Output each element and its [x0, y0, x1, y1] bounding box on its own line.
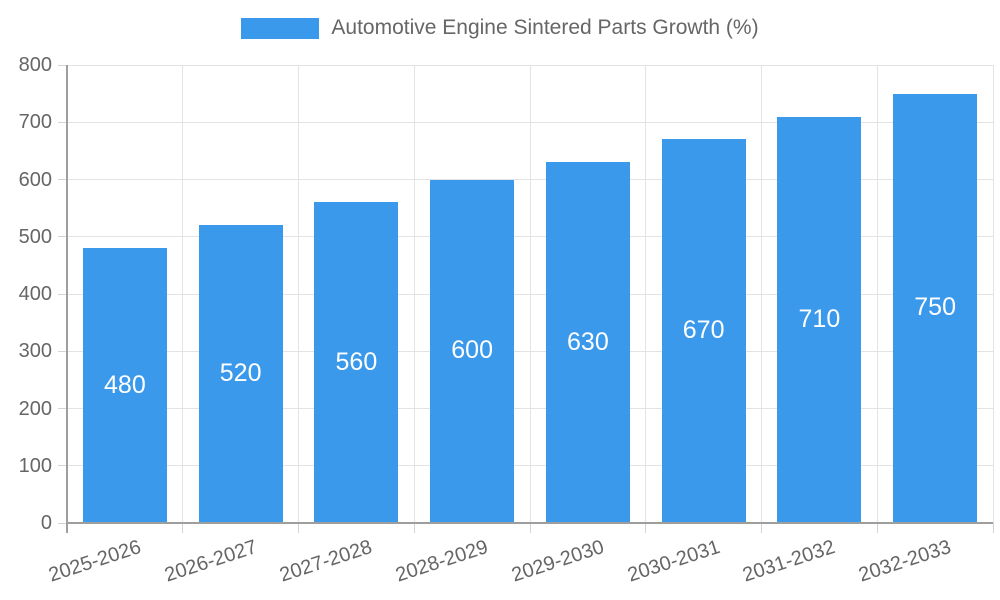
y-tick-mark	[58, 64, 67, 66]
y-tick-label: 500	[18, 225, 52, 248]
x-gridline	[992, 65, 994, 523]
x-gridline	[876, 65, 878, 523]
bar[interactable]: 560	[314, 202, 399, 522]
x-tick-mark	[761, 523, 762, 533]
x-gridline	[761, 65, 762, 523]
legend-swatch	[241, 17, 320, 39]
bar[interactable]: 710	[777, 116, 862, 522]
x-tick-label: 2029-2030	[508, 536, 607, 587]
bar[interactable]: 600	[430, 179, 515, 522]
bar-value-label: 600	[451, 336, 493, 365]
y-tick-mark	[58, 522, 67, 524]
x-gridline	[182, 65, 184, 523]
y-tick-label: 700	[18, 111, 52, 134]
bar[interactable]: 480	[82, 248, 167, 522]
x-gridline	[529, 65, 531, 523]
bar-value-label: 710	[798, 304, 841, 333]
bar[interactable]: 670	[661, 139, 746, 522]
x-tick-mark	[645, 523, 647, 533]
y-tick-mark	[58, 236, 67, 238]
x-tick-label: 2031-2032	[740, 536, 839, 587]
x-tick-label: 2026-2027	[161, 536, 260, 587]
y-tick-mark	[58, 408, 67, 409]
x-gridline	[645, 65, 647, 523]
y-tick-mark	[58, 179, 67, 180]
x-gridline	[298, 65, 299, 523]
y-tick-label: 800	[18, 54, 52, 76]
bar-value-label: 750	[914, 293, 956, 322]
y-tick-label: 300	[18, 340, 52, 363]
x-gridline	[413, 65, 415, 523]
y-tick-mark	[58, 293, 67, 295]
x-tick-mark	[992, 523, 994, 533]
bar-value-label: 560	[335, 347, 378, 376]
y-tick-mark	[58, 350, 67, 352]
x-tick-mark	[876, 523, 878, 533]
y-tick-label: 100	[18, 454, 52, 477]
x-tick-label: 2032-2033	[856, 536, 954, 587]
x-tick-label: 2030-2031	[624, 536, 723, 587]
bar-value-label: 480	[104, 370, 146, 399]
y-tick-label: 400	[18, 283, 52, 305]
x-tick-mark	[413, 523, 415, 533]
x-tick-label: 2027-2028	[277, 536, 376, 587]
bar[interactable]: 630	[545, 162, 630, 522]
x-tick-mark	[529, 523, 531, 533]
legend-label: Automotive Engine Sintered Parts Growth …	[331, 16, 759, 39]
x-tick-mark	[182, 523, 184, 533]
x-axis-line	[67, 522, 993, 524]
y-axis-line	[66, 65, 68, 533]
x-tick-label: 2025-2026	[45, 536, 144, 587]
bar[interactable]: 750	[893, 93, 978, 522]
y-tick-mark	[58, 465, 67, 467]
y-tick-mark	[58, 121, 67, 123]
y-tick-label: 0	[40, 512, 52, 534]
bar-value-label: 520	[219, 359, 262, 388]
bar-value-label: 670	[682, 316, 725, 345]
x-tick-label: 2028-2029	[393, 536, 491, 587]
y-tick-label: 200	[18, 397, 52, 420]
x-tick-mark	[298, 523, 299, 533]
bar-value-label: 630	[567, 327, 609, 356]
legend[interactable]: Automotive Engine Sintered Parts Growth …	[0, 16, 1000, 40]
bar[interactable]: 520	[198, 225, 283, 522]
y-tick-label: 600	[18, 168, 52, 191]
